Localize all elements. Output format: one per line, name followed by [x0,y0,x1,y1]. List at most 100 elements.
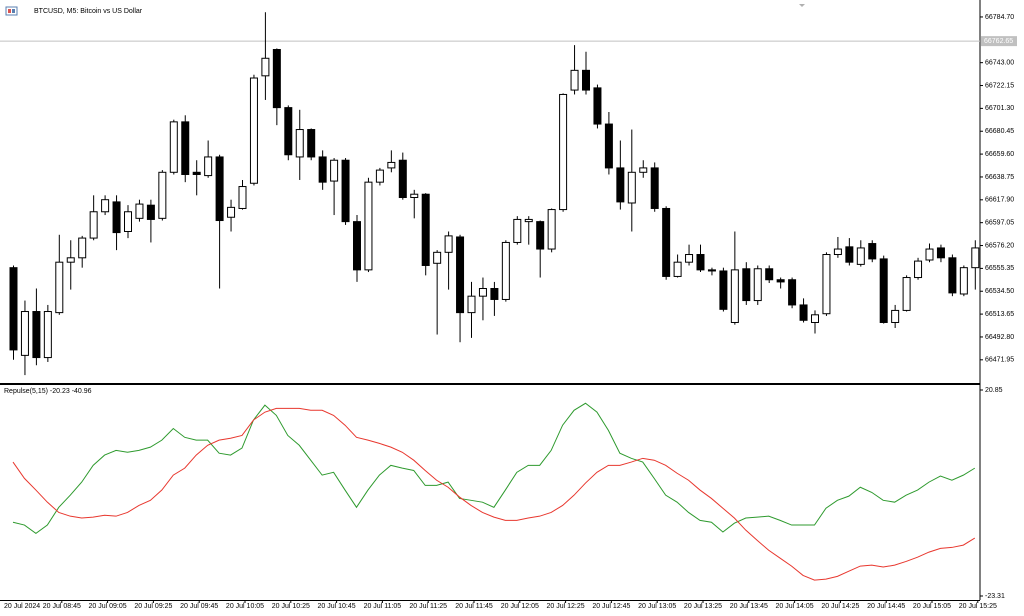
x-tick-label: 20 Jul 14:05 [776,603,814,610]
x-tick-label: 20 Jul 11:45 [455,603,493,610]
x-tick-label: 20 Jul 15:25 [959,603,997,610]
indicator-line [12,407,976,581]
y-tick-label: 66534.50 [985,288,1014,295]
candle-body [948,257,957,294]
x-tick-label: 20 Jul 13:25 [684,603,722,610]
candle-body [833,248,842,256]
candle-body [845,246,854,263]
shift-marker [799,4,805,7]
candle-body [456,236,465,314]
indicator-line [12,402,976,535]
candle-body [295,129,304,158]
current-price-label: 66762.65 [984,38,1013,45]
y-tick-label: 66555.35 [985,265,1014,272]
candle-body [89,211,98,239]
x-tick-label: 20 Jul 09:25 [134,603,172,610]
candle-body [524,218,533,223]
candle-body [936,247,945,259]
candle-body [410,193,419,199]
y-tick-label: 66743.00 [985,60,1014,67]
chart-title: BTCUSD, M5: Bitcoin vs US Dollar [34,8,143,15]
candle-body [547,209,556,250]
candle-body [742,268,751,302]
candle-body [146,204,155,220]
candle-body [788,279,797,306]
candle-body [158,171,167,219]
x-tick-label: 20 Jul 2024 [4,603,40,610]
candle-body [559,93,568,211]
candle-body [902,277,911,311]
candle-body [9,267,18,351]
candle-body [570,69,579,91]
candle-body [204,156,213,177]
y-tick-label: 66722.15 [985,82,1014,89]
candle-body [20,311,29,356]
candle-body [627,171,636,204]
candle-body [353,221,361,271]
candle-body [822,254,831,315]
candle-body [238,186,247,209]
candle-body [307,129,316,158]
candle-body [261,57,270,77]
candle-body [650,167,659,209]
candle-body [971,247,980,269]
candle-body [776,279,785,283]
y-tick-label: 66784.70 [985,14,1014,21]
candle-body [55,261,64,314]
candle-body [215,156,224,222]
candle-body [284,107,293,156]
candle-body [856,247,865,265]
candle-body [639,167,648,173]
x-tick-label: 20 Jul 11:05 [364,603,402,610]
y-tick-label: -23.31 [985,593,1005,600]
x-tick-label: 20 Jul 12:45 [592,603,630,610]
candle-body [914,260,923,279]
candle-body [227,206,236,218]
candle-body [868,243,877,260]
candle-body [398,159,407,199]
y-tick-label: 66638.75 [985,174,1014,181]
y-tick-label: 20.85 [985,387,1003,394]
candle-body [811,314,819,323]
candle-body [582,69,590,91]
y-tick-label: 66513.65 [985,311,1014,318]
symbol-icon [5,6,18,16]
candle-body [421,193,430,266]
candles [9,12,980,376]
candle-body [43,311,52,359]
candle-body [478,288,487,297]
candle-body [490,288,499,300]
x-tick-label: 20 Jul 14:45 [867,603,905,610]
x-tick-label: 20 Jul 12:25 [547,603,585,610]
y-tick-label: 66492.80 [985,334,1014,341]
candle-body [112,201,121,234]
candle-body [730,269,739,323]
candle-body [616,167,625,203]
candle-body [272,49,281,109]
candle-body [891,309,900,323]
candle-body [673,261,682,277]
candle-body [467,295,476,314]
y-tick-label: 66680.45 [985,128,1014,135]
candle-body [124,211,132,232]
candle-body [536,221,545,250]
candle-body [66,257,75,263]
candle-body [101,199,110,213]
x-tick-label: 20 Jul 15:05 [913,603,951,610]
candle-body [387,161,396,169]
y-tick-label: 66701.30 [985,105,1014,112]
candle-body [341,159,350,223]
candle-body [169,121,178,173]
x-tick-label: 20 Jul 14:25 [821,603,859,610]
candle-body [685,254,694,263]
candle-body [879,258,888,323]
candle-body [318,156,327,183]
indicator-title: Repulse(5,15) -20.23 -40.96 [4,388,92,395]
candle-body [249,77,258,184]
candle-body [719,270,728,310]
candle-body [513,218,522,243]
candle-body [78,237,87,259]
x-tick-label: 20 Jul 13:05 [638,603,676,610]
x-tick-label: 20 Jul 11:25 [409,603,447,610]
